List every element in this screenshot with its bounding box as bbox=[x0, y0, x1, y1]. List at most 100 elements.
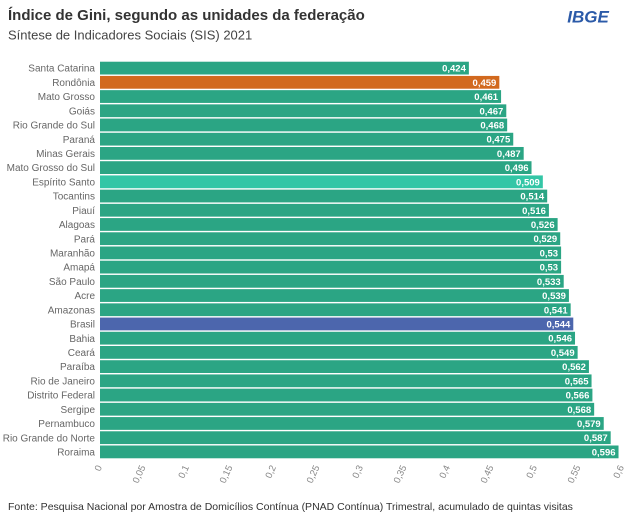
chart-title: Índice de Gini, segundo as unidades da f… bbox=[8, 7, 365, 24]
bar bbox=[100, 232, 561, 246]
source-note: Fonte: Pesquisa Nacional por Amostra de … bbox=[8, 501, 573, 513]
bar bbox=[100, 431, 611, 445]
value-label: 0,544 bbox=[546, 319, 570, 330]
chart-subtitle: Síntese de Indicadores Sociais (SIS) 202… bbox=[8, 27, 252, 42]
x-tick-label: 0,6 bbox=[611, 464, 627, 481]
bar bbox=[100, 417, 604, 430]
value-label: 0,568 bbox=[567, 405, 591, 416]
bar bbox=[100, 331, 576, 345]
category-label: Maranhão bbox=[50, 249, 95, 260]
x-tick-label: 0,55 bbox=[566, 464, 584, 485]
value-label: 0,565 bbox=[565, 376, 589, 387]
category-label: Mato Grosso bbox=[38, 92, 96, 103]
value-label: 0,539 bbox=[542, 291, 566, 302]
category-label: Minas Gerais bbox=[36, 149, 95, 160]
value-label: 0,566 bbox=[566, 391, 590, 402]
bar bbox=[100, 90, 502, 103]
category-label: Amazonas bbox=[48, 305, 95, 316]
category-label: Amapá bbox=[63, 263, 95, 274]
bar bbox=[100, 104, 507, 118]
bar bbox=[100, 146, 524, 160]
category-label: Pará bbox=[74, 234, 96, 245]
value-label: 0,533 bbox=[537, 277, 561, 288]
bar bbox=[100, 161, 532, 175]
value-label: 0,516 bbox=[522, 206, 546, 217]
category-label: Santa Catarina bbox=[28, 64, 95, 75]
bar bbox=[100, 289, 569, 302]
value-label: 0,526 bbox=[531, 220, 555, 231]
bar bbox=[100, 260, 562, 274]
bar bbox=[100, 345, 578, 359]
bar bbox=[100, 360, 589, 374]
value-label: 0,487 bbox=[497, 149, 521, 160]
x-tick-label: 0,45 bbox=[479, 464, 497, 485]
value-label: 0,541 bbox=[544, 305, 568, 316]
bar bbox=[100, 317, 574, 331]
category-label: Ceará bbox=[68, 348, 96, 359]
category-label: Rio de Janeiro bbox=[31, 376, 96, 387]
value-label: 0,509 bbox=[516, 177, 540, 188]
category-label: Goiás bbox=[69, 106, 95, 117]
category-label: Roraima bbox=[57, 448, 95, 459]
value-label: 0,496 bbox=[505, 163, 529, 174]
x-tick-label: 0,05 bbox=[131, 464, 149, 485]
bar bbox=[100, 189, 548, 203]
category-label: Tocantins bbox=[53, 192, 95, 203]
category-label: Paraná bbox=[63, 135, 96, 146]
x-tick-label: 0,4 bbox=[437, 464, 453, 481]
x-tick-label: 0,3 bbox=[350, 464, 366, 481]
value-label: 0,467 bbox=[480, 106, 504, 117]
bar bbox=[100, 203, 549, 217]
value-label: 0,53 bbox=[540, 248, 559, 259]
x-tick-label: 0,15 bbox=[218, 464, 236, 485]
bar bbox=[100, 374, 592, 388]
category-label: Distrito Federal bbox=[27, 391, 95, 402]
category-label: Rio Grande do Norte bbox=[3, 433, 96, 444]
value-label: 0,514 bbox=[520, 192, 544, 203]
value-label: 0,579 bbox=[577, 419, 601, 430]
x-tick-label: 0 bbox=[93, 464, 105, 473]
x-tick-label: 0,5 bbox=[524, 464, 540, 481]
category-label: Paraíba bbox=[60, 362, 95, 373]
category-label: Espírito Santo bbox=[32, 177, 95, 188]
x-tick-label: 0,25 bbox=[305, 464, 323, 485]
bar bbox=[100, 61, 469, 75]
bar bbox=[100, 218, 558, 231]
value-label: 0,461 bbox=[474, 92, 498, 103]
category-label: Brasil bbox=[70, 320, 95, 331]
x-tick-label: 0,2 bbox=[263, 464, 279, 481]
category-label: Rio Grande do Sul bbox=[13, 121, 95, 132]
category-label: Bahia bbox=[69, 334, 95, 345]
value-label: 0,529 bbox=[533, 234, 557, 245]
value-label: 0,475 bbox=[486, 135, 510, 146]
category-label: Alagoas bbox=[59, 220, 95, 231]
bar bbox=[100, 274, 564, 288]
category-label: Sergipe bbox=[61, 405, 96, 416]
bar bbox=[100, 75, 500, 89]
bar bbox=[100, 118, 508, 132]
value-label: 0,468 bbox=[480, 120, 504, 131]
bar bbox=[100, 388, 593, 402]
category-label: Rondônia bbox=[52, 78, 95, 89]
value-label: 0,562 bbox=[562, 362, 586, 373]
value-label: 0,546 bbox=[548, 334, 572, 345]
value-label: 0,424 bbox=[442, 64, 466, 75]
bar bbox=[100, 175, 543, 189]
category-label: Mato Grosso do Sul bbox=[7, 163, 95, 174]
value-label: 0,596 bbox=[592, 447, 616, 458]
category-label: Pernambuco bbox=[38, 419, 95, 430]
bar bbox=[100, 445, 619, 459]
bar bbox=[100, 246, 562, 260]
value-label: 0,587 bbox=[584, 433, 608, 444]
category-label: Acre bbox=[74, 291, 95, 302]
category-label: Piauí bbox=[72, 206, 95, 217]
logo: IBGE bbox=[567, 7, 609, 26]
x-tick-label: 0,35 bbox=[392, 464, 410, 485]
x-tick-label: 0,1 bbox=[176, 464, 192, 481]
bar bbox=[100, 402, 595, 416]
bar bbox=[100, 132, 514, 146]
bar bbox=[100, 303, 571, 317]
value-label: 0,53 bbox=[540, 263, 559, 274]
category-label: São Paulo bbox=[49, 277, 96, 288]
